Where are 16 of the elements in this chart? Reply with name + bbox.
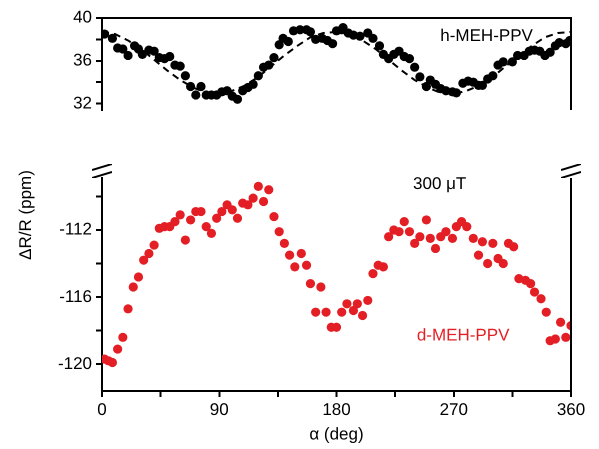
y-tick-label: 32	[73, 93, 92, 112]
x-tick-label: 180	[322, 400, 351, 419]
y-tick-label: -112	[59, 220, 92, 239]
x-tick-label: 360	[556, 400, 586, 419]
text: d-MEH-PPV	[416, 325, 510, 344]
x-axis-title: α (deg)	[309, 424, 364, 444]
y-tick-label: -120	[58, 354, 92, 373]
x-tick-label: 270	[440, 400, 468, 419]
y-tick-label: -116	[59, 286, 92, 306]
y-axis-title: ΔR/R (ppm)	[16, 170, 36, 260]
annotation: 300 μT	[413, 174, 466, 194]
x-tick-label: 90	[210, 400, 229, 419]
y-tick-label: 40	[73, 8, 92, 27]
x-tick-label: 0	[97, 400, 107, 419]
y-tick-label: 36	[73, 50, 92, 70]
series-label: h-MEH-PPV	[440, 26, 534, 46]
